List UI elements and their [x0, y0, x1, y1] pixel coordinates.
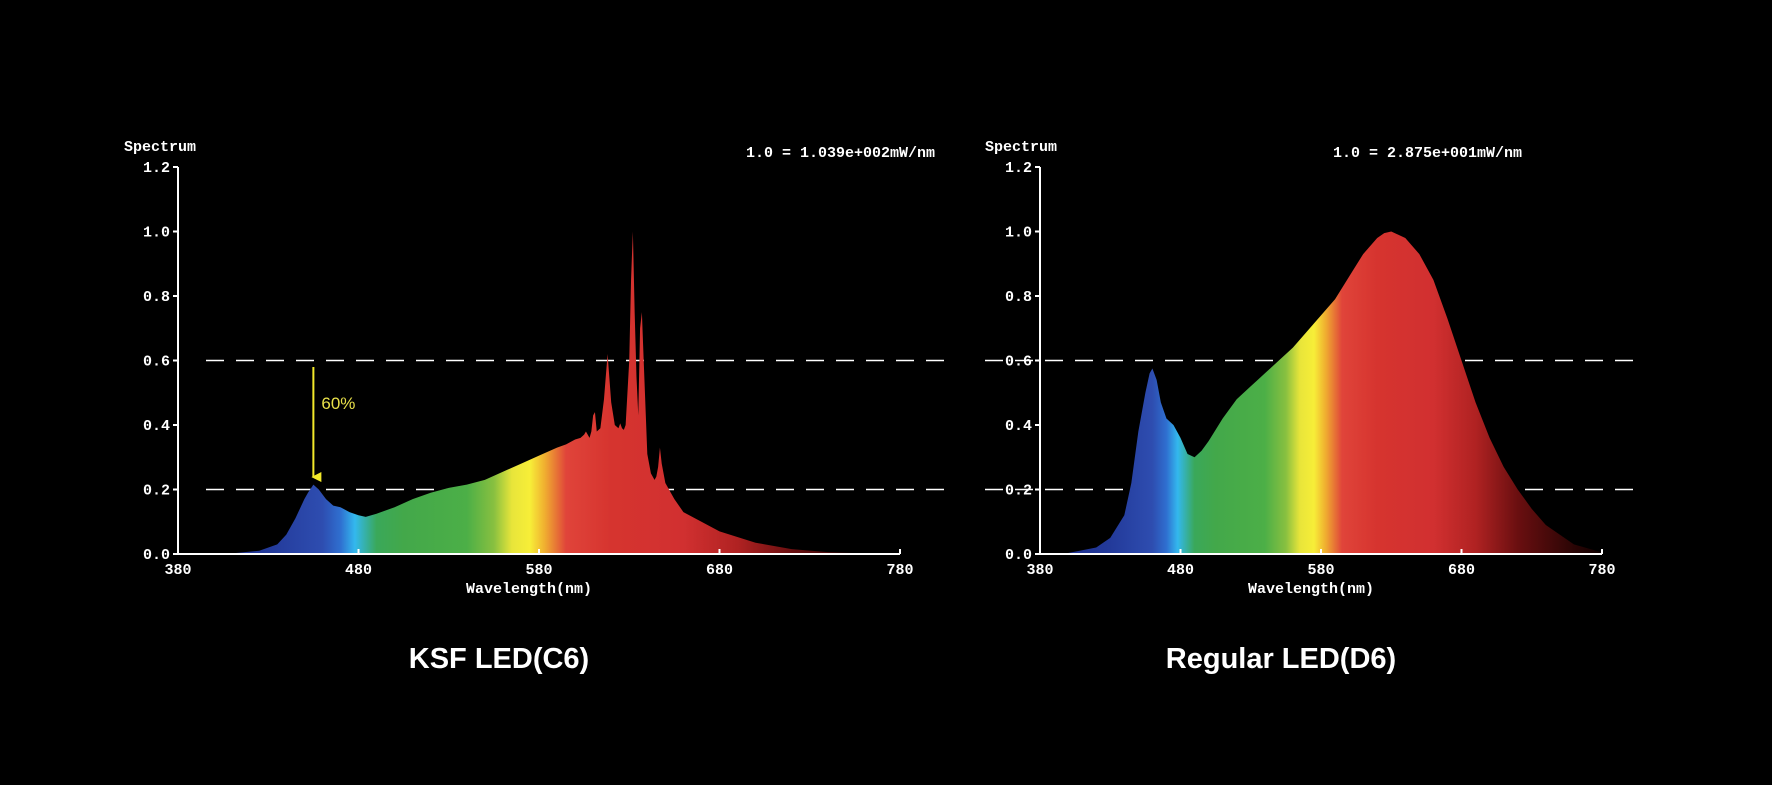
x-ticks: 380 480 580 680 780	[1026, 549, 1616, 579]
x-axis-label: Wavelength(nm)	[1248, 581, 1374, 598]
x-tick-label: 380	[1026, 562, 1053, 579]
y-ticks: 0.0 0.2 0.4 0.6 0.8 1.0 1.2	[1005, 160, 1040, 564]
y-tick-label: 0.6	[143, 354, 170, 371]
chart-panel-regular: 0.0 0.2 0.4 0.6 0.8 1.0 1.2 380 480 580 680 780 Sp…	[985, 139, 1636, 675]
x-tick-label: 480	[345, 562, 372, 579]
y-tick-label: 1.2	[1005, 160, 1032, 177]
y-tick-label: 0.8	[1005, 289, 1032, 306]
x-tick-label: 680	[706, 562, 733, 579]
chart-title: KSF LED(C6)	[409, 643, 589, 675]
x-tick-label: 580	[525, 562, 552, 579]
x-tick-label: 480	[1167, 562, 1194, 579]
y-tick-label: 0.0	[143, 547, 170, 564]
y-tick-label: 0.2	[1005, 483, 1032, 500]
y-tick-label: 1.0	[1005, 225, 1032, 242]
chart-panel-ksf: 0.0 0.2 0.4 0.6 0.8 1.0 1.2 380 480 580 680 780 Sp…	[124, 139, 945, 675]
y-axis-label: Spectrum	[985, 139, 1057, 156]
y-tick-label: 0.6	[1005, 354, 1032, 371]
reference-lines	[985, 359, 1636, 491]
x-tick-label: 780	[886, 562, 913, 579]
y-tick-label: 1.2	[143, 160, 170, 177]
x-tick-label: 680	[1448, 562, 1475, 579]
scale-note: 1.0 = 2.875e+001mW/nm	[1333, 145, 1522, 162]
x-axis-label: Wavelength(nm)	[466, 581, 592, 598]
y-tick-label: 0.0	[1005, 547, 1032, 564]
chart-title: Regular LED(D6)	[1166, 643, 1396, 675]
y-tick-label: 0.4	[143, 418, 170, 435]
y-tick-label: 0.4	[1005, 418, 1032, 435]
x-tick-label: 380	[164, 562, 191, 579]
y-tick-label: 0.2	[143, 483, 170, 500]
y-tick-label: 0.8	[143, 289, 170, 306]
scale-note: 1.0 = 1.039e+002mW/nm	[746, 145, 935, 162]
x-ticks: 380 480 580 680 780	[164, 549, 914, 579]
spectrum-area-regular	[1040, 231, 1602, 554]
y-ticks: 0.0 0.2 0.4 0.6 0.8 1.0 1.2	[143, 160, 178, 564]
y-tick-label: 1.0	[143, 225, 170, 242]
y-axis-label: Spectrum	[124, 139, 196, 156]
x-tick-label: 780	[1588, 562, 1615, 579]
x-tick-label: 580	[1307, 562, 1334, 579]
annotation-label: 60%	[321, 394, 355, 413]
spectrum-area-ksf	[178, 231, 900, 554]
